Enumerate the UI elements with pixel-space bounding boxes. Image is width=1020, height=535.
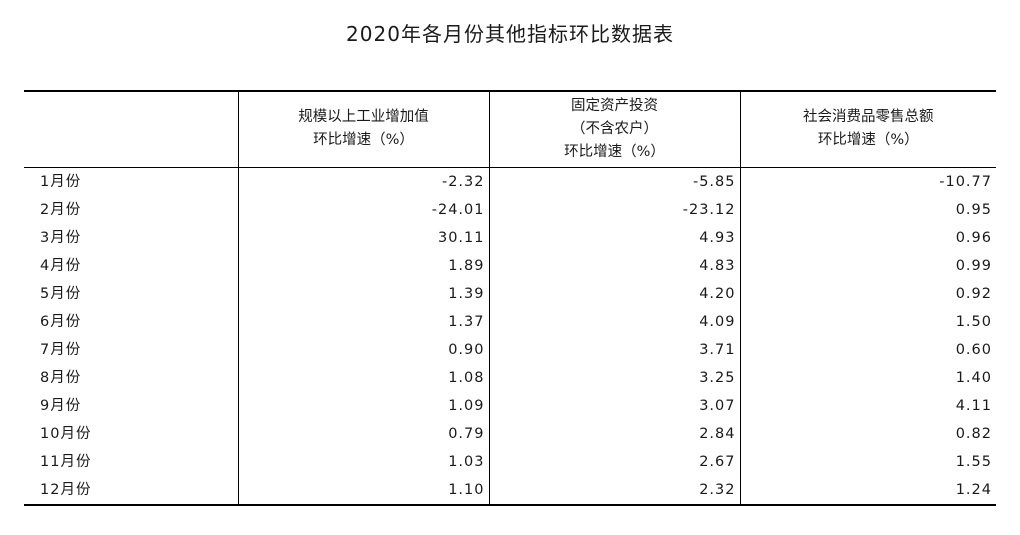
investment-value: 4.20 xyxy=(488,279,740,308)
header-investment-line-1: 固定资产投资 xyxy=(571,97,658,114)
investment-value: 2.32 xyxy=(488,475,740,506)
table-header-row: 规模以上工业增加值 环比增速（%） 固定资产投资 （不含农户） 环比增速（%） … xyxy=(24,90,996,168)
header-industry-line-1: 规模以上工业增加值 xyxy=(298,109,429,126)
header-industry: 规模以上工业增加值 环比增速（%） xyxy=(237,90,489,168)
header-month xyxy=(24,90,238,168)
header-retail: 社会消费品零售总额 环比增速（%） xyxy=(739,90,996,168)
month-cell: 4月份 xyxy=(40,257,82,274)
industry-value: 1.89 xyxy=(237,251,489,280)
retail-value: 1.24 xyxy=(739,475,996,506)
month-cell: 10月份 xyxy=(40,425,92,442)
table-row: 2月份 -24.01 -23.12 0.95 xyxy=(24,195,996,224)
investment-value: -5.85 xyxy=(488,167,740,196)
investment-value: 3.71 xyxy=(488,335,740,364)
retail-value: 1.40 xyxy=(739,363,996,392)
industry-value: -24.01 xyxy=(237,195,489,224)
retail-value: 0.82 xyxy=(739,419,996,448)
month-cell: 8月份 xyxy=(40,369,82,386)
table-row: 4月份 1.89 4.83 0.99 xyxy=(24,251,996,280)
investment-value: 4.93 xyxy=(488,223,740,252)
month-cell: 2月份 xyxy=(40,201,82,218)
investment-value: 2.84 xyxy=(488,419,740,448)
retail-value: 0.95 xyxy=(739,195,996,224)
retail-value: 0.92 xyxy=(739,279,996,308)
header-industry-line-2: 环比增速（%） xyxy=(313,132,414,149)
retail-value: 4.11 xyxy=(739,391,996,420)
month-cell: 3月份 xyxy=(40,229,82,246)
table-row: 1月份 -2.32 -5.85 -10.77 xyxy=(24,167,996,196)
data-table: 规模以上工业增加值 环比增速（%） 固定资产投资 （不含农户） 环比增速（%） … xyxy=(24,90,996,506)
industry-value: -2.32 xyxy=(237,167,489,196)
header-retail-line-2: 环比增速（%） xyxy=(817,132,919,149)
month-cell: 5月份 xyxy=(40,285,82,302)
month-cell: 12月份 xyxy=(24,475,238,506)
retail-value: 0.96 xyxy=(739,223,996,252)
investment-value: -23.12 xyxy=(488,195,740,224)
investment-value: 4.09 xyxy=(488,307,740,336)
industry-value: 1.10 xyxy=(237,475,489,506)
month-cell: 1月份 xyxy=(40,173,82,190)
table-row: 6月份 1.37 4.09 1.50 xyxy=(24,307,996,336)
retail-value: 1.55 xyxy=(739,447,996,476)
investment-value: 3.07 xyxy=(488,391,740,420)
month-cell: 7月份 xyxy=(40,341,82,358)
industry-value: 1.37 xyxy=(237,307,489,336)
retail-value: 0.60 xyxy=(739,335,996,364)
retail-value: 0.99 xyxy=(739,251,996,280)
investment-value: 4.83 xyxy=(488,251,740,280)
investment-value: 2.67 xyxy=(488,447,740,476)
industry-value: 1.03 xyxy=(237,447,489,476)
retail-value: 1.50 xyxy=(739,307,996,336)
header-investment-line-3: 环比增速（%） xyxy=(564,143,665,160)
month-cell: 9月份 xyxy=(40,397,82,414)
retail-value: -10.77 xyxy=(739,167,996,196)
header-investment: 固定资产投资 （不含农户） 环比增速（%） xyxy=(488,90,740,168)
page-title: 2020年各月份其他指标环比数据表 xyxy=(346,22,674,46)
table-row: 3月份 30.11 4.93 0.96 xyxy=(24,223,996,252)
industry-value: 30.11 xyxy=(237,223,489,252)
industry-value: 1.39 xyxy=(237,279,489,308)
industry-value: 0.79 xyxy=(237,419,489,448)
month-cell: 11月份 xyxy=(40,453,92,470)
industry-value: 0.90 xyxy=(237,335,489,364)
month-cell: 6月份 xyxy=(40,313,82,330)
table-row: 9月份 1.09 3.07 4.11 xyxy=(24,391,996,420)
header-retail-line-1: 社会消费品零售总额 xyxy=(803,109,934,126)
table-row: 11月份 1.03 2.67 1.55 xyxy=(24,447,996,476)
table-row: 10月份 0.79 2.84 0.82 xyxy=(24,419,996,448)
table-row: 8月份 1.08 3.25 1.40 xyxy=(24,363,996,392)
investment-value: 3.25 xyxy=(488,363,740,392)
table-row: 5月份 1.39 4.20 0.92 xyxy=(24,279,996,308)
table-row: 12月份 1.10 2.32 1.24 xyxy=(24,475,996,506)
header-investment-line-2: （不含农户） xyxy=(571,120,658,137)
table-row: 7月份 0.90 3.71 0.60 xyxy=(24,335,996,364)
industry-value: 1.08 xyxy=(237,363,489,392)
table-body: 1月份 -2.32 -5.85 -10.77 2月份 -24.01 -23.12… xyxy=(24,167,996,506)
industry-value: 1.09 xyxy=(237,391,489,420)
